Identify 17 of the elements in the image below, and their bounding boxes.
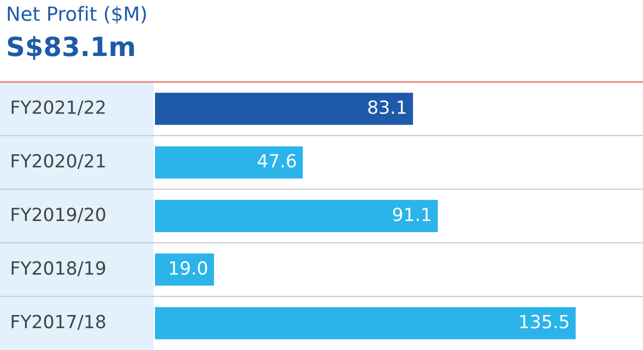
data-label: 47.6 xyxy=(258,154,296,168)
y-tick-label: FY2020/21 xyxy=(12,154,105,170)
bar xyxy=(155,146,303,178)
data-label: 135.5 xyxy=(520,314,568,328)
bar xyxy=(155,307,576,340)
chart-title: Net Profit ($M) xyxy=(8,6,146,24)
chart-subtitle: S$83.1m xyxy=(8,36,134,60)
data-label: 83.1 xyxy=(368,100,406,114)
y-tick-label: FY2021/22 xyxy=(12,100,105,116)
bar xyxy=(155,92,413,125)
y-tick-label: FY2019/20 xyxy=(12,208,106,223)
y-tick-label: FY2018/19 xyxy=(12,261,106,276)
data-label: 19.0 xyxy=(170,261,208,275)
bar xyxy=(155,254,214,286)
y-tick-label: FY2017/18 xyxy=(12,314,106,330)
bar xyxy=(155,200,438,232)
data-label: 91.1 xyxy=(393,208,430,222)
